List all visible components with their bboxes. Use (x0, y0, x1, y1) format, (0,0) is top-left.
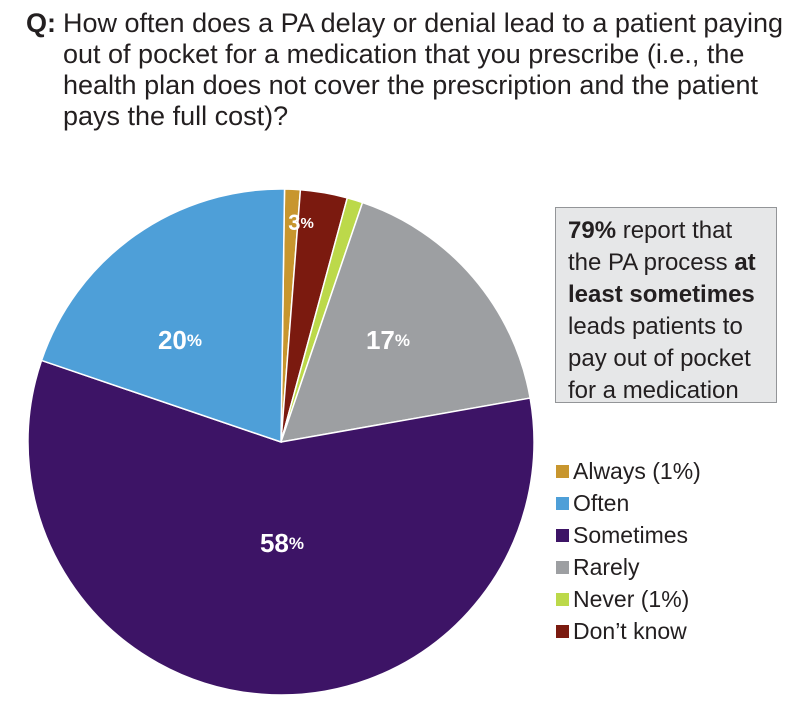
callout-text-2: leads patients to pay out of pocket for … (568, 313, 751, 404)
legend-item: Rarely (556, 551, 701, 583)
pie-slice-sometimes (27, 359, 535, 696)
slice-label: 58% (260, 528, 304, 558)
legend-label: Often (573, 490, 630, 516)
legend-label: Rarely (573, 554, 640, 580)
legend-item: Sometimes (556, 519, 701, 551)
legend-label: Never (1%) (573, 586, 690, 612)
summary-callout: 79% report that the PA process at least … (555, 207, 777, 404)
legend-swatch (556, 592, 569, 606)
question-text: How often does a PA delay or denial lead… (63, 8, 783, 131)
legend-swatch (556, 464, 569, 478)
callout-stat: 79% (568, 217, 617, 244)
legend-swatch (556, 496, 569, 510)
slice-label: 17% (366, 325, 410, 355)
question: Q: How often does a PA delay or denial l… (26, 8, 786, 132)
legend-label: Sometimes (573, 522, 689, 548)
pie-slice-often (40, 188, 286, 444)
legend-item: Often (556, 487, 701, 519)
callout-emphasis: at least sometimes (568, 249, 756, 308)
legend-label: Don’t know (573, 618, 687, 644)
chart-legend: Always (1%) Often Sometimes Rarely Never (1%… (556, 455, 701, 647)
legend-item: Always (1%) (556, 455, 701, 487)
legend-swatch (556, 528, 569, 542)
callout-text-1: report that the PA process (568, 217, 735, 276)
legend-swatch (556, 560, 569, 574)
legend-item: Don’t know (556, 615, 701, 647)
pie-slice-rarely (279, 201, 532, 443)
legend-item: Never (1%) (556, 583, 701, 615)
legend-label: Always (1%) (573, 458, 701, 484)
legend-swatch (556, 624, 569, 638)
slice-label: 3% (288, 210, 314, 235)
slice-label: 20% (158, 325, 202, 355)
question-label: Q: (26, 8, 56, 38)
